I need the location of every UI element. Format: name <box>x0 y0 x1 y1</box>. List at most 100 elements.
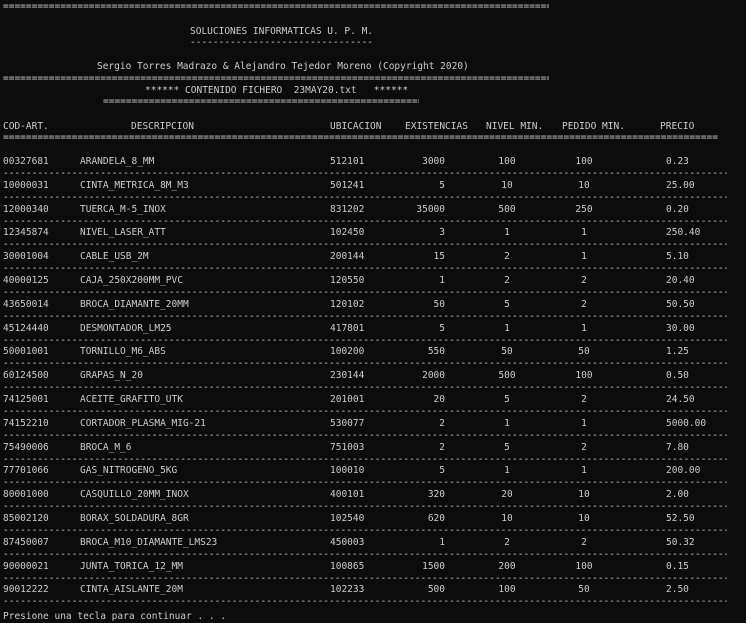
cell-code: 00327681 <box>3 156 49 167</box>
cell-min-level: 1 <box>504 227 510 238</box>
cell-code: 12345874 <box>3 227 49 238</box>
cell-stock: 3 <box>439 227 445 238</box>
row-separator: ----------------------------------------… <box>3 192 727 203</box>
cell-description: BROCA_M10_DIAMANTE_LMS23 <box>80 537 218 548</box>
cell-stock: 2 <box>439 418 445 429</box>
cell-stock: 15 <box>433 251 445 262</box>
cell-min-level: 2 <box>504 275 510 286</box>
cell-location: 450003 <box>330 537 365 548</box>
cell-min-level: 100 <box>498 584 516 595</box>
cell-min-order: 1 <box>581 465 587 476</box>
cell-min-order: 10 <box>578 513 590 524</box>
cell-min-order: 2 <box>581 275 587 286</box>
cell-description: BROCA_M_6 <box>80 442 132 453</box>
cell-min-level: 2 <box>504 537 510 548</box>
cell-code: 30001004 <box>3 251 49 262</box>
cell-min-level: 100 <box>498 156 516 167</box>
cell-price: 200.00 <box>666 465 701 476</box>
cell-location: 120550 <box>330 275 365 286</box>
cell-min-level: 200 <box>498 561 516 572</box>
cell-stock: 1 <box>439 275 445 286</box>
row-separator: ----------------------------------------… <box>3 335 727 346</box>
cell-description: TUERCA_M-5_INOX <box>80 204 166 215</box>
cell-min-order: 50 <box>578 584 590 595</box>
cell-location: 751003 <box>330 442 365 453</box>
cell-description: NIVEL_LASER_ATT <box>80 227 166 238</box>
cell-min-order: 1 <box>581 227 587 238</box>
cell-location: 417801 <box>330 323 365 334</box>
cell-price: 0.50 <box>666 370 689 381</box>
cell-stock: 5 <box>439 323 445 334</box>
cell-description: CORTADOR_PLASMA_MIG-21 <box>80 418 206 429</box>
cell-min-order: 1 <box>581 323 587 334</box>
cell-description: CINTA_AISLANTE_20M <box>80 584 183 595</box>
company-underline: -------------------------------- <box>190 37 374 48</box>
column-header-description: DESCRIPCION <box>131 121 194 132</box>
cell-location: 102540 <box>330 513 365 524</box>
file-title-rule: ========================================… <box>103 96 419 107</box>
cell-min-order: 100 <box>575 561 593 572</box>
cell-code: 12000340 <box>3 204 49 215</box>
cell-price: 24.50 <box>666 394 695 405</box>
cell-price: 0.15 <box>666 561 689 572</box>
cell-location: 201001 <box>330 394 365 405</box>
cell-price: 30.00 <box>666 323 695 334</box>
cell-location: 200144 <box>330 251 365 262</box>
row-separator: ----------------------------------------… <box>3 406 727 417</box>
cell-price: 250.40 <box>666 227 701 238</box>
cell-min-level: 10 <box>501 180 513 191</box>
window-edge <box>746 0 748 623</box>
file-title: ****** CONTENIDO FICHERO 23MAY20.txt ***… <box>145 85 409 96</box>
cell-location: 400101 <box>330 489 365 500</box>
cell-price: 2.00 <box>666 489 689 500</box>
cell-min-level: 10 <box>501 513 513 524</box>
row-separator: ----------------------------------------… <box>3 525 727 536</box>
cell-description: ACEITE_GRAFITO_UTK <box>80 394 183 405</box>
cell-price: 0.23 <box>666 156 689 167</box>
cell-min-level: 1 <box>504 418 510 429</box>
cell-location: 102450 <box>330 227 365 238</box>
cell-min-level: 2 <box>504 251 510 262</box>
cell-code: 45124440 <box>3 323 49 334</box>
cell-min-order: 250 <box>575 204 593 215</box>
cell-stock: 1500 <box>422 561 445 572</box>
cell-price: 20.40 <box>666 275 695 286</box>
row-separator: ----------------------------------------… <box>3 287 727 298</box>
cell-code: 40000125 <box>3 275 49 286</box>
cell-price: 5.10 <box>666 251 689 262</box>
cell-code: 75490006 <box>3 442 49 453</box>
company-title: SOLUCIONES INFORMATICAS U. P. M. <box>190 26 374 37</box>
cell-price: 1.25 <box>666 346 689 357</box>
cell-stock: 5 <box>439 180 445 191</box>
cell-code: 77701066 <box>3 465 49 476</box>
cell-min-level: 1 <box>504 323 510 334</box>
cell-min-order: 100 <box>575 370 593 381</box>
cell-code: 74152210 <box>3 418 49 429</box>
cell-min-level: 50 <box>501 346 513 357</box>
cell-stock: 35000 <box>416 204 445 215</box>
cell-min-level: 5 <box>504 299 510 310</box>
cell-price: 25.00 <box>666 180 695 191</box>
cell-min-order: 10 <box>578 489 590 500</box>
cell-price: 52.50 <box>666 513 695 524</box>
cell-stock: 500 <box>427 584 445 595</box>
row-separator: ----------------------------------------… <box>3 477 727 488</box>
cell-code: 74125001 <box>3 394 49 405</box>
cell-location: 100865 <box>330 561 365 572</box>
cell-min-order: 1 <box>581 251 587 262</box>
cell-location: 512101 <box>330 156 365 167</box>
cell-min-order: 2 <box>581 537 587 548</box>
cell-code: 80001000 <box>3 489 49 500</box>
cell-min-order: 100 <box>575 156 593 167</box>
row-separator: ----------------------------------------… <box>3 358 727 369</box>
cell-min-level: 500 <box>498 370 516 381</box>
authors-rule: ========================================… <box>3 73 549 84</box>
continue-prompt: Presione una tecla para continuar . . . <box>3 611 227 622</box>
cell-min-order: 2 <box>581 442 587 453</box>
row-separator: ----------------------------------------… <box>3 501 727 512</box>
cell-min-level: 20 <box>501 489 513 500</box>
top-rule: ========================================… <box>3 1 549 12</box>
cell-stock: 2000 <box>422 370 445 381</box>
column-header-min-level: NIVEL MIN. <box>486 121 544 132</box>
